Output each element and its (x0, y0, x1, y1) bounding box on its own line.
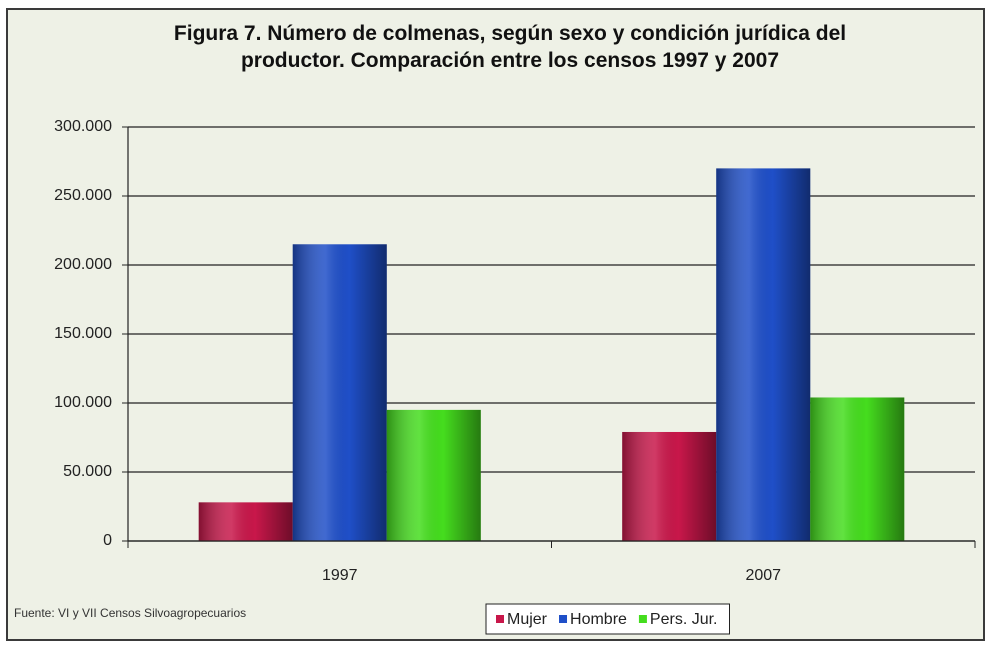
y-tick-label: 0 (103, 532, 112, 549)
bar-shading (716, 168, 811, 541)
y-tick-label: 100.000 (54, 394, 112, 411)
bar-shading (198, 502, 293, 541)
bar-shading (386, 409, 481, 541)
bar-shading (810, 397, 905, 541)
legend-box (485, 603, 730, 635)
bar-shading (622, 431, 717, 541)
x-tick-label: 1997 (322, 567, 358, 584)
bar-shading (292, 244, 387, 542)
legend-label: Pers. Jur. (650, 611, 718, 628)
chart-title: Figura 7. Número de colmenas, según sexo… (173, 22, 847, 72)
y-tick-label: 50.000 (63, 463, 112, 480)
y-tick-label: 150.000 (54, 325, 112, 342)
y-tick-label: 200.000 (54, 256, 112, 273)
source-note: Fuente: VI y VII Censos Silvoagropecuari… (14, 606, 246, 620)
legend-swatch (559, 615, 568, 623)
x-tick-label: 2007 (745, 567, 781, 584)
legend-swatch (638, 615, 647, 623)
legend-label: Hombre (570, 611, 627, 628)
legend-swatch (496, 615, 504, 623)
y-tick-label: 300.000 (54, 118, 112, 135)
y-tick-label: 250.000 (54, 187, 112, 204)
legend-label: Mujer (507, 611, 548, 628)
